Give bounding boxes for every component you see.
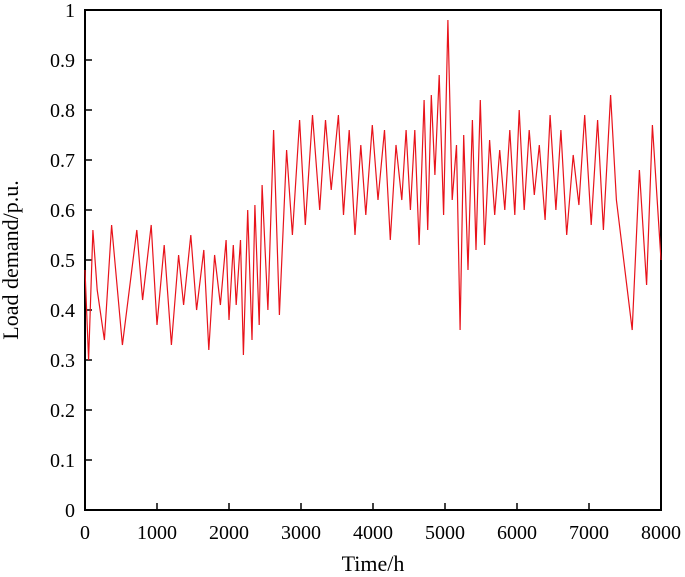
y-tick-label: 0.7 [50, 150, 75, 172]
y-tick-label: 0.3 [50, 350, 75, 372]
y-tick-label: 0.5 [50, 250, 75, 272]
load-demand-series-line [84, 19, 662, 361]
y-tick-label: 1 [65, 0, 75, 22]
x-tick-label: 7000 [569, 522, 609, 544]
axis-ticks [84, 9, 662, 511]
x-tick-label: 3000 [281, 522, 321, 544]
y-axis-label: Load demand/p.u. [0, 180, 23, 339]
y-tick-label: 0.2 [50, 400, 75, 422]
y-tick-label: 0.8 [50, 100, 75, 122]
x-tick-labels: 0 1000 2000 3000 4000 5000 6000 7000 8000 [80, 522, 681, 544]
x-tick-label: 2000 [209, 522, 249, 544]
y-tick-label: 0.4 [50, 300, 75, 322]
x-axis-label: Time/h [342, 551, 405, 576]
x-tick-label: 0 [80, 522, 90, 544]
y-tick-label: 0.6 [50, 200, 75, 222]
x-tick-label: 8000 [641, 522, 681, 544]
y-tick-label: 0 [65, 500, 75, 522]
y-tick-label: 0.1 [50, 450, 75, 472]
x-tick-label: 1000 [137, 522, 177, 544]
plot-frame [84, 9, 662, 511]
y-tick-labels: 0 0.1 0.2 0.3 0.4 0.5 0.6 0.7 0.8 0.9 1 [50, 0, 75, 522]
x-tick-label: 5000 [425, 522, 465, 544]
y-tick-label: 0.9 [50, 50, 75, 72]
x-tick-label: 4000 [353, 522, 393, 544]
x-tick-label: 6000 [497, 522, 537, 544]
